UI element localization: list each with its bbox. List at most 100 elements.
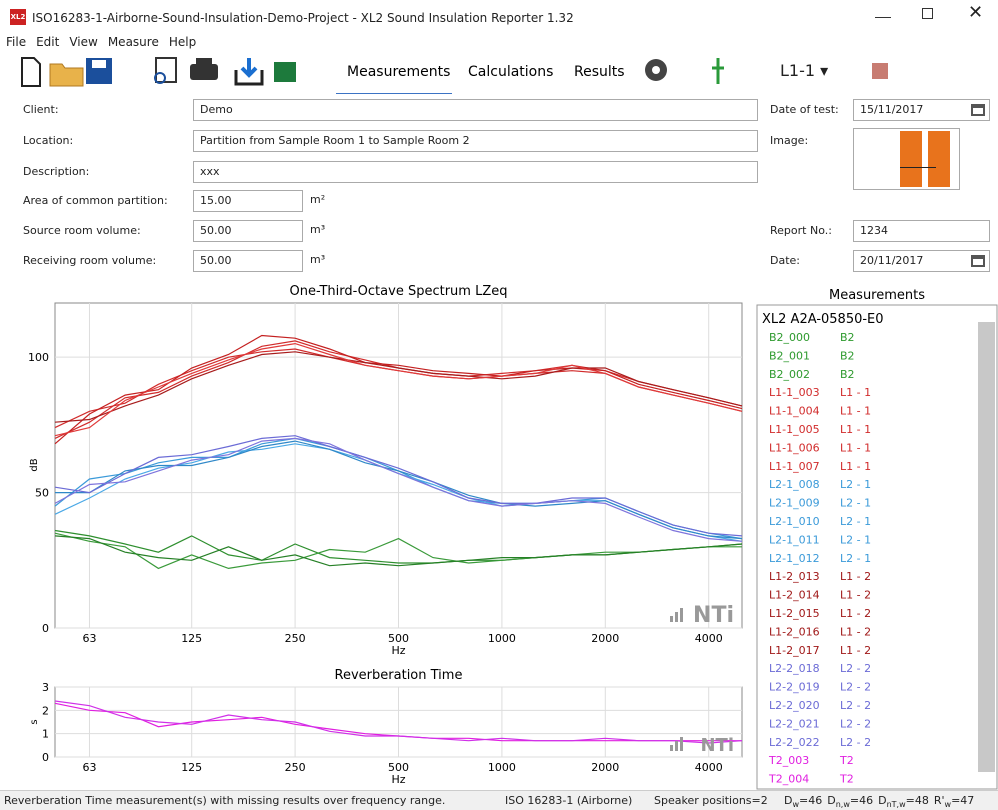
x-tick-label: 250 [285,761,306,774]
rating-value: =47 [951,794,974,807]
logo-bar [680,608,683,622]
measurement-group[interactable]: L2 - 1 [840,552,871,565]
measurement-group[interactable]: L1 - 2 [840,607,871,620]
measurement-group[interactable]: L2 - 2 [840,717,871,730]
x-tick-label: 125 [181,632,202,645]
panel-title: Measurements [829,288,925,303]
measurement-group[interactable]: L2 - 1 [840,497,871,510]
measurement-group[interactable]: L1 - 2 [840,644,871,657]
device-name: XL2 A2A-05850-E0 [762,312,884,327]
measurement-group[interactable]: L1 - 2 [840,570,871,583]
rating-value: =46 [850,794,873,807]
scrollbar [978,322,995,772]
rating-subscript: nT,w [887,800,906,809]
measurement-name[interactable]: L1-2_016 [769,625,820,638]
logo-bar [680,737,683,751]
x-tick-label: 1000 [488,761,516,774]
status-standard: ISO 16283-1 (Airborne) [505,794,632,807]
measurement-name[interactable]: L1-1_003 [769,386,820,399]
measurement-name[interactable]: T2_004 [768,773,809,786]
measurement-name[interactable]: T2_003 [768,754,809,767]
measurement-name[interactable]: L2-1_009 [769,497,820,510]
status-message: Reverberation Time measurement(s) with m… [4,794,445,807]
measurement-name[interactable]: L1-1_005 [769,423,820,436]
measurement-name[interactable]: L2-2_020 [769,699,820,712]
chart-title: Reverberation Time [335,668,463,683]
measurement-name[interactable]: L1-1_004 [769,405,820,418]
measurement-group[interactable]: T2 [839,773,854,786]
charts: One-Third-Octave Spectrum LZeq 63 125 250 50… [0,0,998,790]
measurement-group[interactable]: L2 - 2 [840,699,871,712]
x-tick-label: 2000 [591,632,619,645]
x-axis-label: Hz [391,773,405,786]
measurement-name[interactable]: L1-2_015 [769,607,820,620]
measurement-group[interactable]: B2 [840,349,855,362]
measurement-name[interactable]: L2-1_008 [769,478,820,491]
measurement-name[interactable]: B2_001 [769,349,810,362]
logo: NTi [693,603,734,628]
logo: NTi [700,735,734,756]
logo-bar [670,745,673,751]
logo-bar [675,741,678,751]
measurement-group[interactable]: L1 - 2 [840,625,871,638]
measurement-name[interactable]: L2-1_010 [769,515,820,528]
measurement-group[interactable]: L1 - 2 [840,589,871,602]
measurement-group[interactable]: L2 - 2 [840,662,871,675]
measurement-name[interactable]: L2-1_011 [769,533,820,546]
measurement-name[interactable]: L1-2_014 [769,589,820,602]
x-tick-label: 63 [82,761,96,774]
x-tick-label: 125 [181,761,202,774]
x-tick-label: 2000 [591,761,619,774]
measurement-group[interactable]: B2 [840,368,855,381]
rating: Dn,w=46 [827,794,873,807]
measurement-name[interactable]: B2_000 [769,331,810,344]
app-window: XL2 ISO16283-1-Airborne-Sound-Insulation… [0,0,998,810]
status-bar: Reverberation Time measurement(s) with m… [0,790,998,810]
measurement-group[interactable]: B2 [840,331,855,344]
x-tick-label: 4000 [695,761,723,774]
measurement-name[interactable]: B2_002 [769,368,810,381]
y-tick-label: 3 [42,681,49,694]
measurement-name[interactable]: L2-2_018 [769,662,820,675]
logo-bar [670,616,673,622]
measurement-name[interactable]: L1-1_007 [769,460,820,473]
measurement-group[interactable]: L1 - 1 [840,386,871,399]
measurement-group[interactable]: L2 - 1 [840,478,871,491]
rating-subscript: n,w [836,800,850,809]
status-speakers: Speaker positions=2 [654,794,768,807]
measurement-group[interactable]: L1 - 1 [840,460,871,473]
measurement-name[interactable]: L1-2_017 [769,644,820,657]
x-tick-label: 250 [285,632,306,645]
measurement-name[interactable]: L2-1_012 [769,552,820,565]
status-ratings: Dw=46Dn,w=46DnT,w=48R'w=47 [784,794,979,809]
x-axis-label: Hz [391,644,405,657]
rating: R'w=47 [934,794,974,807]
measurement-name[interactable]: L2-2_021 [769,717,820,730]
measurement-group[interactable]: L2 - 1 [840,533,871,546]
y-tick-label: 2 [42,704,49,717]
measurement-name[interactable]: L2-2_019 [769,681,820,694]
measurement-group[interactable]: L2 - 1 [840,515,871,528]
logo-bar [675,612,678,622]
measurement-group[interactable]: T2 [839,754,854,767]
x-tick-label: 4000 [695,632,723,645]
rating: Dw=46 [784,794,822,807]
y-tick-label: 0 [42,751,49,764]
measurement-name[interactable]: L1-1_006 [769,441,820,454]
measurement-group[interactable]: L1 - 1 [840,423,871,436]
chart-title: One-Third-Octave Spectrum LZeq [290,284,508,299]
y-tick-label: 100 [28,351,49,364]
rating: DnT,w=48 [878,794,929,807]
rating-value: =48 [906,794,929,807]
measurement-name[interactable]: L1-2_013 [769,570,820,583]
measurement-name[interactable]: L2-2_022 [769,736,820,749]
rating-symbol: D [827,794,835,807]
measurement-group[interactable]: L2 - 2 [840,736,871,749]
y-tick-label: 50 [35,487,49,500]
measurement-group[interactable]: L2 - 2 [840,681,871,694]
x-tick-label: 63 [82,632,96,645]
measurement-group[interactable]: L1 - 1 [840,405,871,418]
x-tick-label: 1000 [488,632,516,645]
measurement-group[interactable]: L1 - 1 [840,441,871,454]
y-tick-label: 1 [42,728,49,741]
